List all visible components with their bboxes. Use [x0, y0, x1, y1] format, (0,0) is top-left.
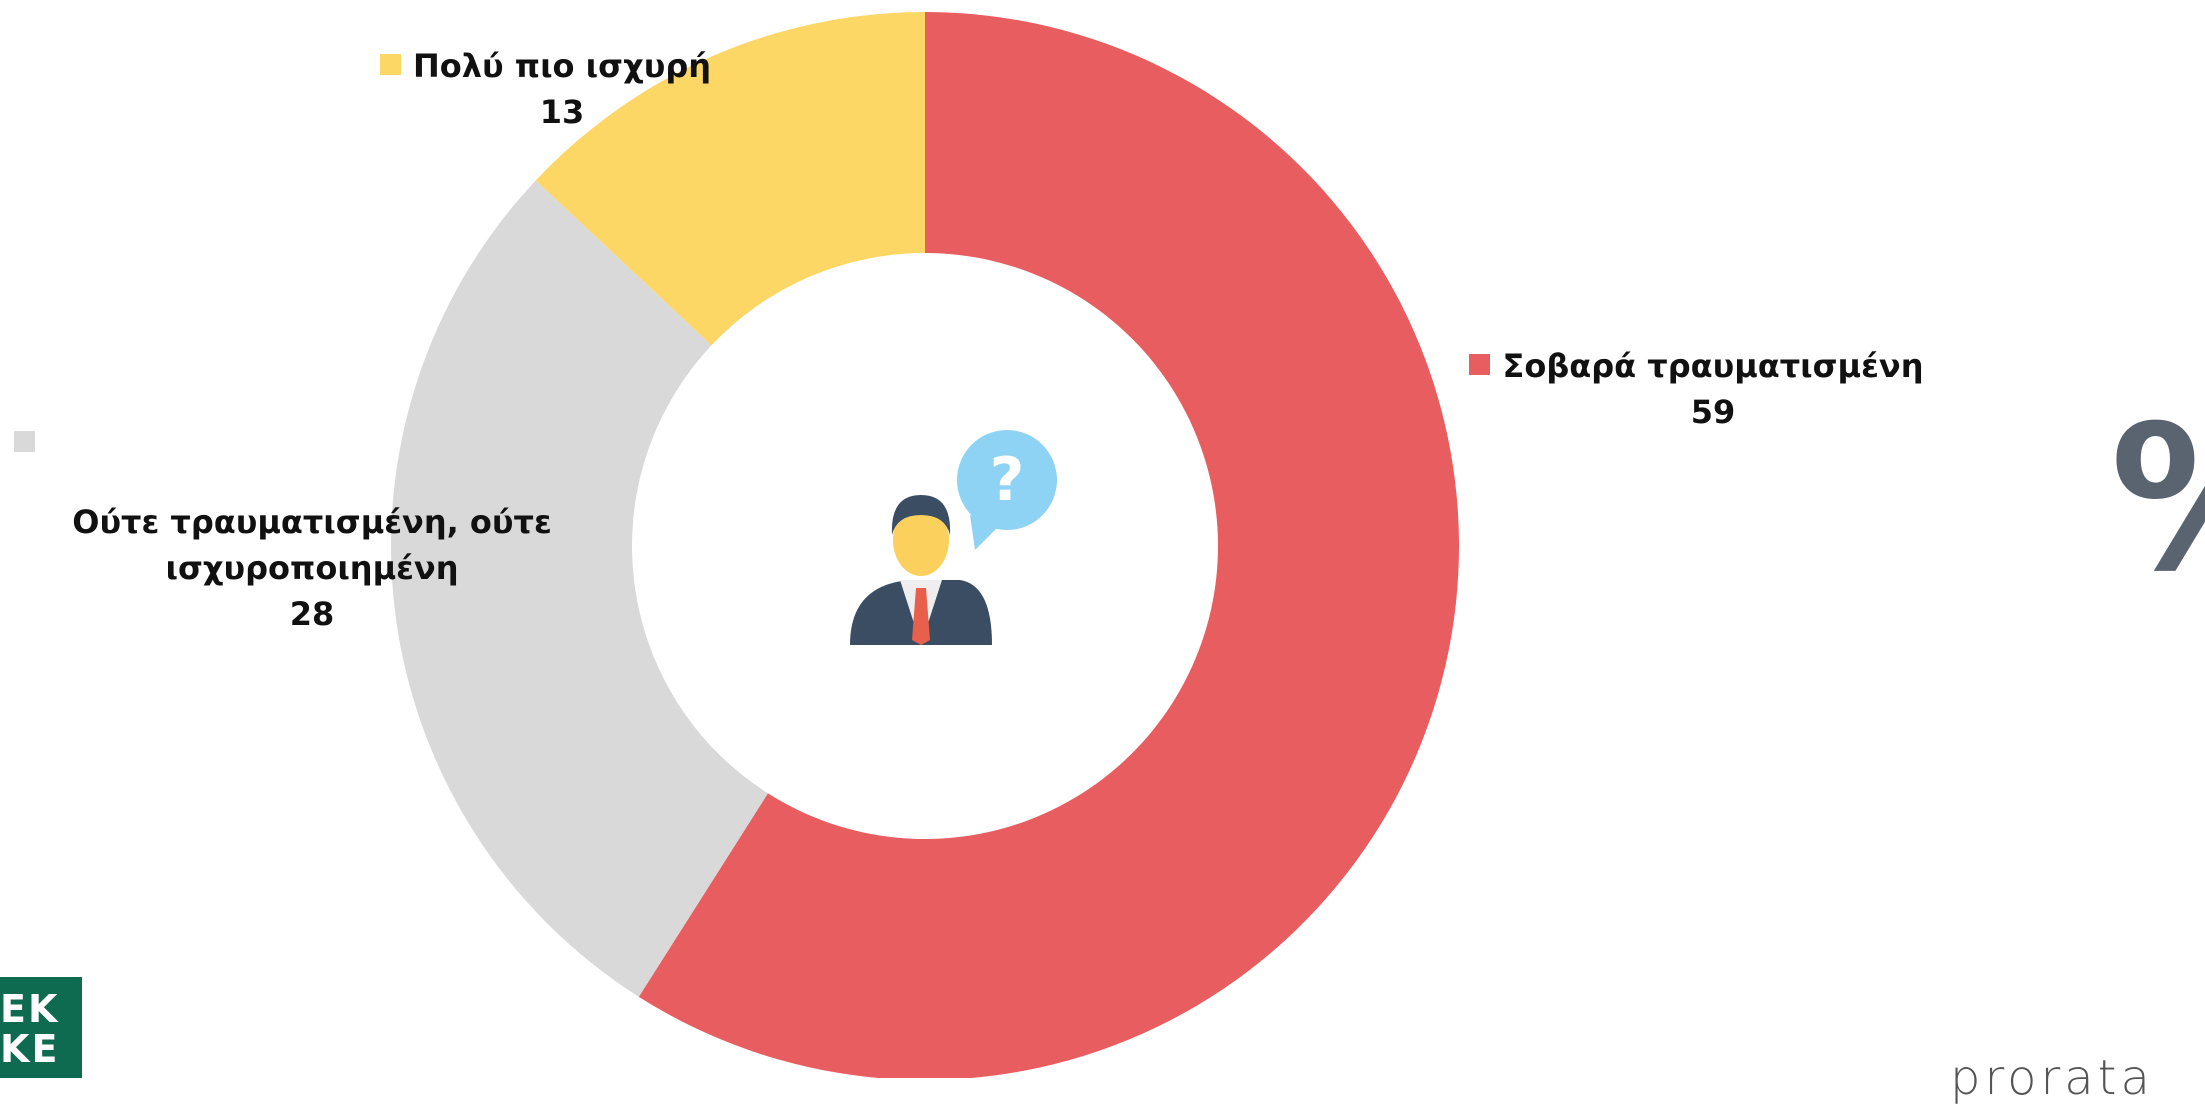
value-label: 13: [539, 93, 585, 131]
page: {"chart_data": {"type": "donut", "catego…: [0, 12, 2205, 1106]
donut-slice: [638, 12, 1459, 1078]
legend-swatch: [14, 431, 35, 452]
donut-slice: [391, 180, 769, 997]
value-label: 28: [289, 595, 335, 633]
slice-label: Πολύ πιο ισχυρή 13: [312, 43, 812, 135]
logo-line: EK: [0, 987, 60, 1031]
svg-text:?: ?: [990, 445, 1025, 515]
logo: EK KE: [0, 977, 82, 1078]
brand: prorata: [1950, 1050, 2154, 1106]
percent-sign: %: [2110, 400, 2205, 600]
slice-label: Σοβαρά τραυματισμένη 59: [1413, 343, 2013, 435]
category-label: Σοβαρά τραυματισμένη: [1502, 347, 1924, 385]
chart: ?: [391, 12, 1459, 1078]
legend-swatch: [1469, 354, 1490, 375]
logo-line: KE: [0, 1027, 60, 1071]
legend-swatch: [380, 54, 401, 75]
donut-slice: [535, 12, 925, 346]
value-label: 59: [1690, 393, 1736, 431]
person-icon: ?: [850, 430, 1057, 645]
category-label: Πολύ πιο ισχυρή: [413, 47, 711, 85]
slice-label: Ούτε τραυματισμένη, ούτε ισχυροποιημένη 2…: [52, 499, 572, 637]
category-label: Ούτε τραυματισμένη, ούτε ισχυροποιημένη: [72, 503, 552, 587]
